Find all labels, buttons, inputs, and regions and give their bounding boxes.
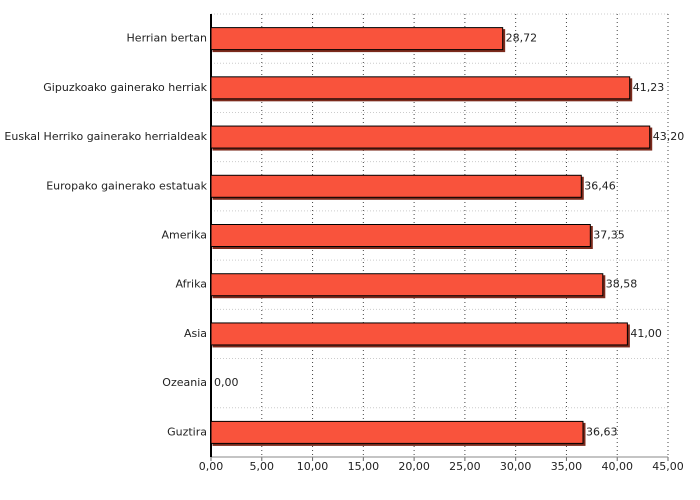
y-tick-label: Guztira (167, 425, 207, 438)
y-tick-label: Gipuzkoako gainerako herriak (43, 81, 207, 94)
bar (210, 125, 651, 149)
y-tick-label: Asia (184, 327, 207, 340)
value-label: 0,00 (214, 376, 239, 389)
x-tick-label: 40,00 (601, 460, 633, 473)
value-label: 36,63 (586, 425, 618, 438)
x-tick-label: 15,00 (348, 460, 380, 473)
x-tick-label: 0,00 (199, 460, 224, 473)
value-label: 38,58 (606, 278, 638, 291)
x-tick-label: 5,00 (250, 460, 275, 473)
bar (210, 76, 631, 100)
x-tick-label: 35,00 (551, 460, 583, 473)
x-tick-label: 20,00 (398, 460, 430, 473)
bar (210, 322, 628, 346)
x-tick-label: 30,00 (500, 460, 532, 473)
x-tick-label: 45,00 (652, 460, 684, 473)
x-tick-label: 25,00 (449, 460, 481, 473)
bar (210, 273, 604, 297)
y-tick-label: Euskal Herriko gainerako herrialdeak (4, 130, 207, 143)
value-label: 36,46 (584, 179, 616, 192)
value-label: 28,72 (506, 32, 538, 45)
value-label: 43,20 (653, 130, 685, 143)
y-tick-label: Afrika (175, 278, 207, 291)
bar (210, 420, 584, 444)
value-label: 41,00 (630, 327, 662, 340)
value-label: 41,23 (633, 81, 665, 94)
y-tick-label: Europako gainerako estatuak (46, 179, 207, 192)
value-label: 37,35 (593, 229, 625, 242)
y-tick-label: Amerika (161, 229, 207, 242)
x-tick-label: 10,00 (297, 460, 329, 473)
y-tick-label: Ozeania (162, 376, 207, 389)
bar (210, 224, 591, 247)
y-tick-label: Herrian bertan (127, 32, 207, 45)
bar (210, 27, 504, 51)
bar (210, 174, 582, 198)
